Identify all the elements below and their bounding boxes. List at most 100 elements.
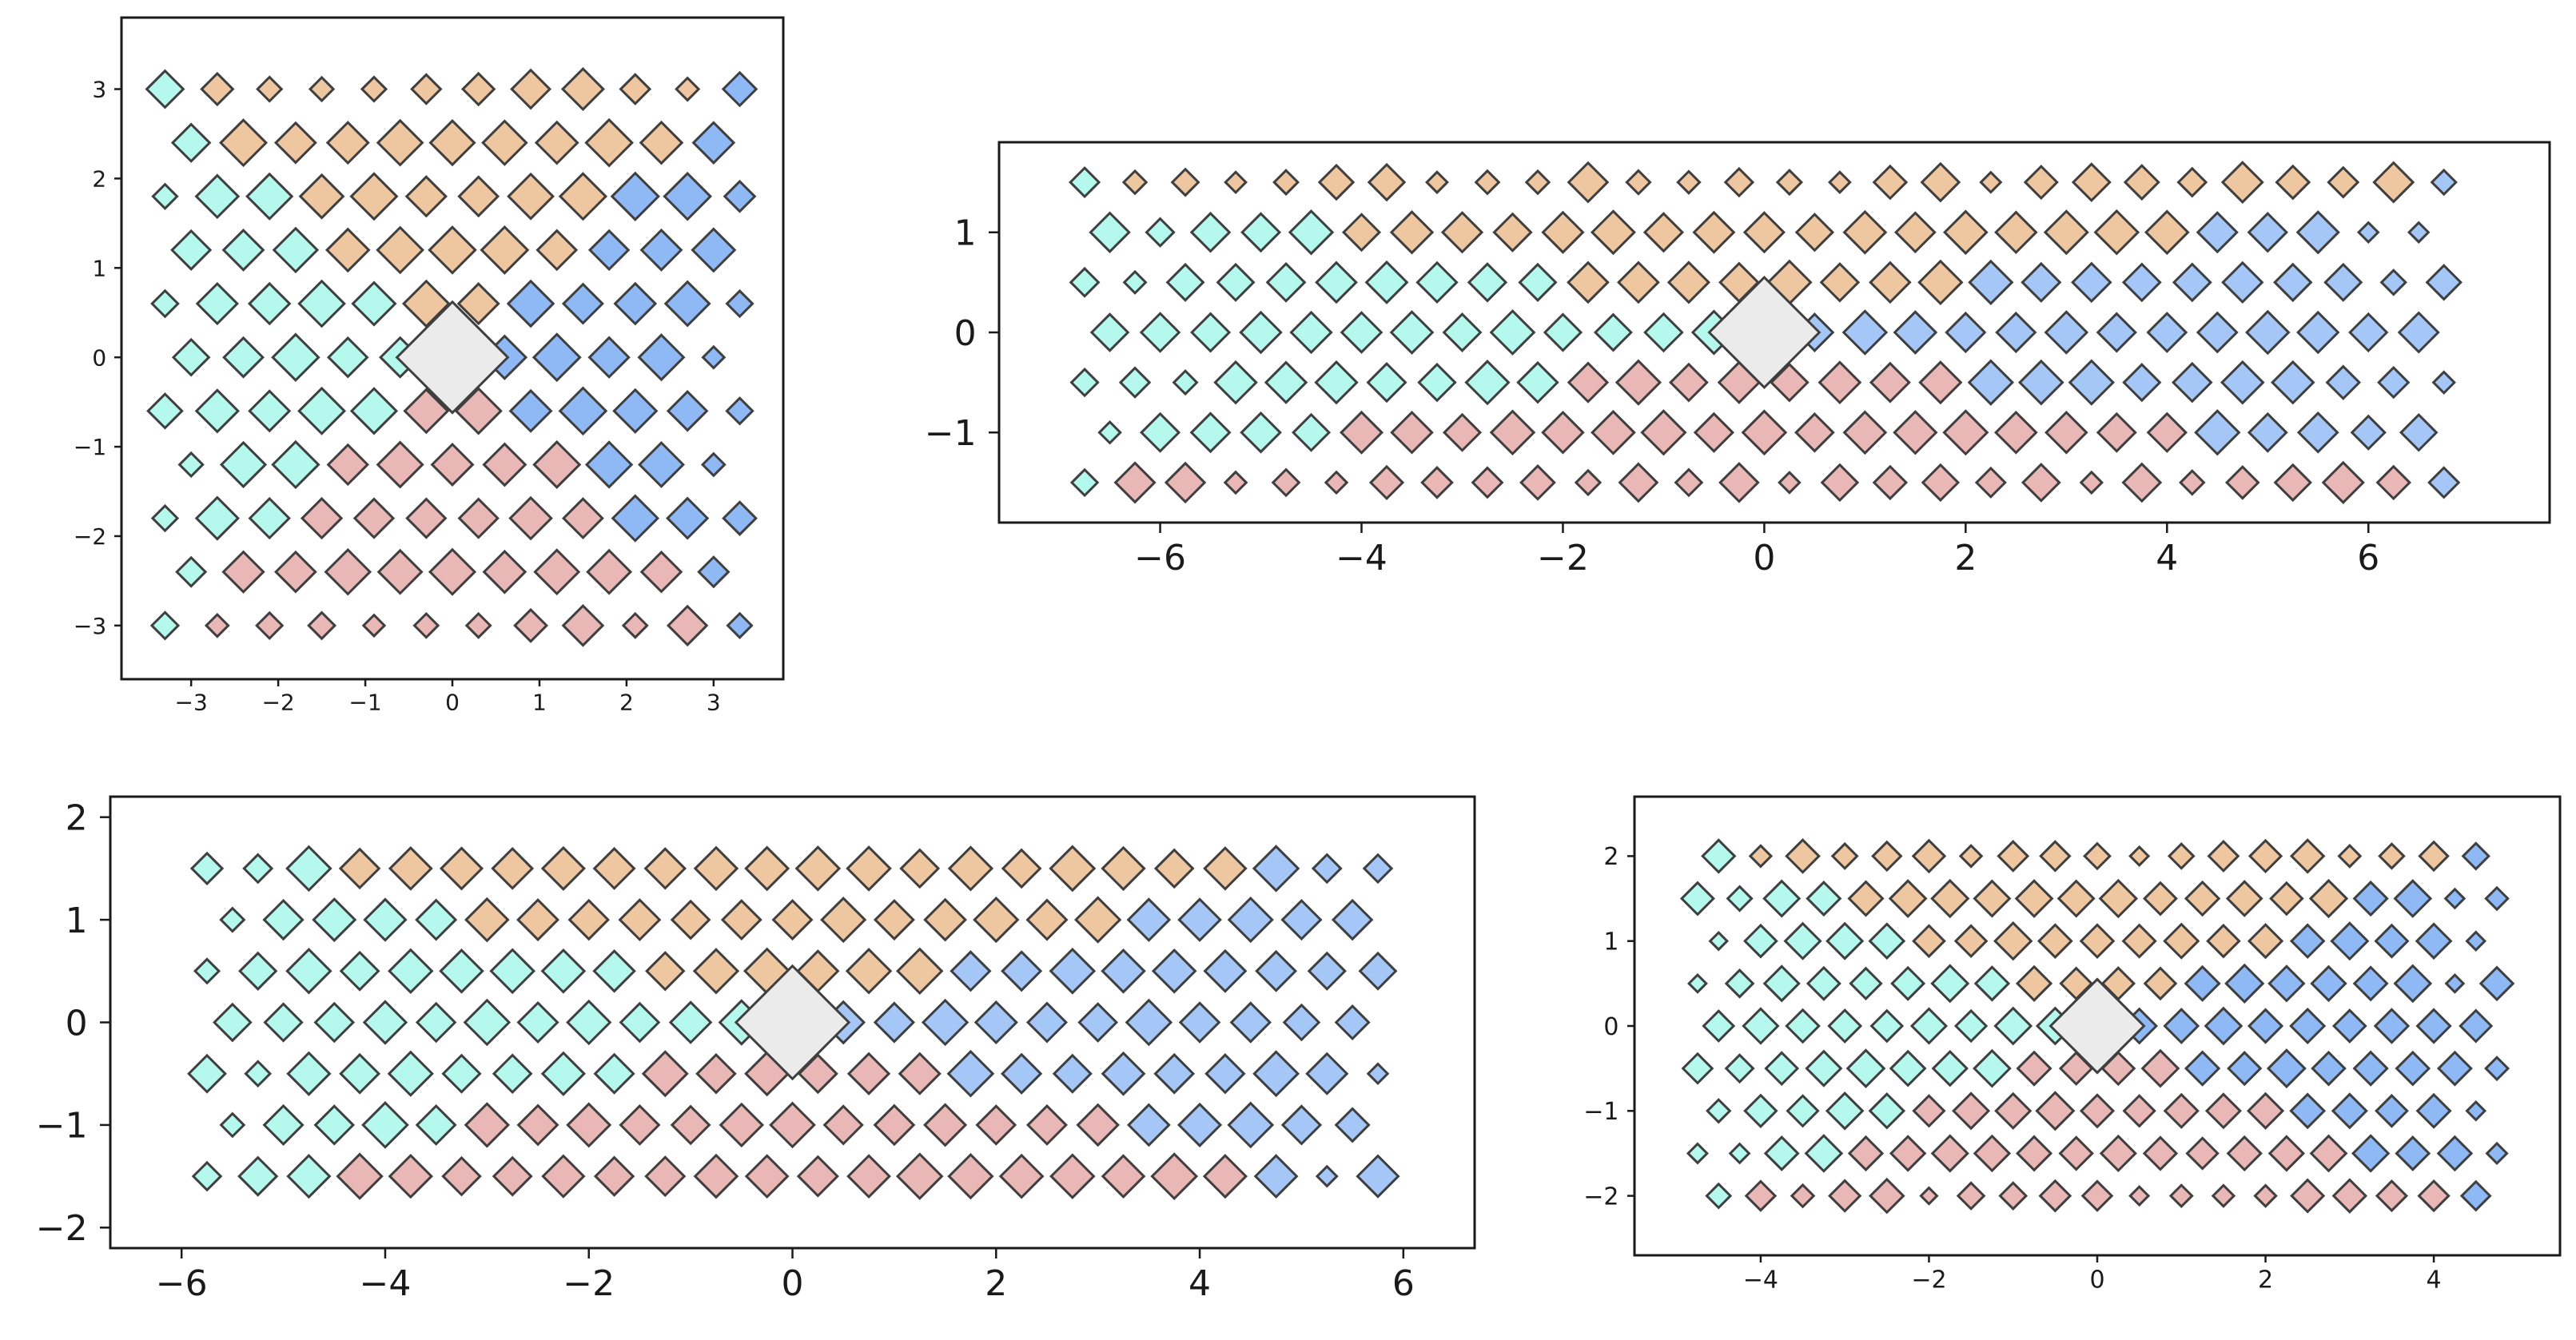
diamond-marker-lower (482, 549, 528, 594)
diamond-marker-lower (2226, 1135, 2263, 1172)
diamond-marker-right (726, 611, 754, 639)
diamond-marker-right (2245, 309, 2291, 356)
diamond-marker-left (1643, 312, 1684, 353)
diamond-marker-left (463, 998, 512, 1047)
diamond-marker-left (219, 440, 268, 489)
diamond-marker-upper (2014, 879, 2054, 918)
x-tick-label: 1 (532, 689, 547, 715)
diamond-marker-upper (1893, 211, 1937, 254)
diamond-marker-lower (2142, 1135, 2179, 1171)
diamond-marker-right (2331, 1008, 2367, 1044)
diamond-marker-right (1151, 948, 1197, 994)
diamond-marker-right (950, 950, 992, 992)
diamond-marker-lower (2080, 1179, 2114, 1212)
diamond-marker-right (1362, 853, 1394, 885)
diamond-marker-left (248, 389, 292, 433)
diamond-marker-right (2121, 262, 2162, 303)
diamond-marker-right (973, 1000, 1018, 1045)
diamond-marker-lower (2224, 465, 2260, 500)
diamond-marker-lower (1718, 462, 1760, 503)
diamond-marker-left (1069, 166, 1101, 199)
diamond-marker-right (1315, 1164, 1339, 1188)
diamond-marker-lower (2321, 460, 2365, 504)
diamond-marker-right (1125, 998, 1173, 1047)
diamond-marker-right (691, 121, 736, 165)
diamond-marker-left (1340, 311, 1384, 354)
diamond-marker-lower (457, 497, 500, 539)
diamond-marker-upper (457, 175, 500, 218)
diamond-marker-left (492, 1053, 533, 1095)
diamond-marker-left (271, 439, 321, 490)
diamond-marker-upper (1869, 260, 1912, 304)
diamond-marker-upper (1367, 162, 1407, 202)
diamond-marker-lower (1271, 467, 1301, 498)
diamond-marker-left (237, 1155, 279, 1197)
diamond-marker-lower (2375, 1179, 2409, 1213)
diamond-marker-lower (516, 1103, 559, 1147)
diamond-marker-left (1516, 360, 1559, 404)
diamond-marker-right (639, 228, 683, 272)
diamond-marker-right (1204, 1053, 1246, 1095)
diamond-marker-right (666, 390, 709, 432)
diamond-marker-right (2172, 262, 2212, 303)
diamond-marker-right (1255, 949, 1298, 992)
diamond-marker-lower (533, 548, 581, 596)
diamond-marker-right (1203, 948, 1248, 993)
x-tick-label: −4 (360, 1263, 412, 1304)
diamond-marker-upper (1666, 260, 1710, 304)
diamond-marker-upper (2275, 164, 2311, 201)
diamond-marker-lower (1974, 466, 2007, 499)
diamond-marker-right (2122, 363, 2162, 403)
y-tick-label: −1 (925, 413, 977, 454)
x-tick-label: 2 (985, 1263, 1007, 1304)
diamond-marker-right (2478, 965, 2515, 1002)
diamond-marker-upper (376, 225, 424, 275)
diamond-marker-left (1681, 1052, 1714, 1085)
diamond-marker-upper (618, 898, 662, 942)
diamond-marker-lower (2211, 1183, 2236, 1208)
diamond-marker-upper (1001, 848, 1042, 889)
diamond-marker-left (1442, 312, 1483, 352)
diamond-marker-left (1701, 838, 1737, 874)
diamond-marker-lower (593, 1155, 635, 1197)
diamond-marker-right (2443, 887, 2467, 910)
diamond-marker-upper (2206, 923, 2241, 959)
diamond-marker-left (1742, 1007, 1780, 1045)
diamond-marker-left (1216, 262, 1256, 302)
diamond-marker-upper (338, 847, 381, 890)
diamond-marker-right (666, 496, 710, 540)
y-tick-label: 2 (66, 798, 88, 839)
diamond-marker-left (1890, 965, 1926, 1001)
diamond-marker-lower (1741, 409, 1788, 456)
diamond-marker-lower (644, 1155, 687, 1198)
diamond-marker-lower (2163, 1092, 2200, 1129)
diamond-marker-upper (1930, 878, 1970, 919)
diamond-marker-left (1889, 1049, 1927, 1088)
diamond-marker-lower (1640, 409, 1687, 456)
y-tick-label: 0 (66, 1003, 88, 1044)
diamond-marker-lower (2146, 412, 2188, 453)
diamond-marker-upper (1317, 163, 1356, 201)
diamond-marker-lower (719, 1102, 764, 1148)
diamond-marker-left (247, 281, 292, 326)
diamond-marker-right (725, 288, 754, 319)
diamond-marker-left (388, 948, 434, 994)
diamond-marker-lower (1113, 461, 1157, 504)
diamond-marker-lower (2121, 462, 2163, 503)
diamond-marker-lower (2016, 1135, 2053, 1172)
diamond-marker-lower (1998, 1181, 2029, 1211)
diamond-marker-left (297, 279, 346, 328)
diamond-marker-left (363, 897, 408, 942)
diamond-marker-left (1139, 312, 1181, 353)
diamond-marker-right (1178, 1001, 1221, 1044)
diamond-marker-upper (1830, 841, 1859, 870)
diamond-marker-left (1464, 360, 1511, 406)
diamond-marker-right (558, 386, 608, 436)
diamond-marker-right (2352, 1050, 2389, 1087)
diamond-marker-lower (221, 550, 265, 594)
diamond-marker-left (1415, 260, 1459, 304)
diamond-markers (1069, 161, 2463, 504)
diamond-marker-left (146, 392, 184, 430)
diamond-marker-upper (1973, 879, 2012, 918)
diamond-marker-left (286, 1154, 332, 1199)
